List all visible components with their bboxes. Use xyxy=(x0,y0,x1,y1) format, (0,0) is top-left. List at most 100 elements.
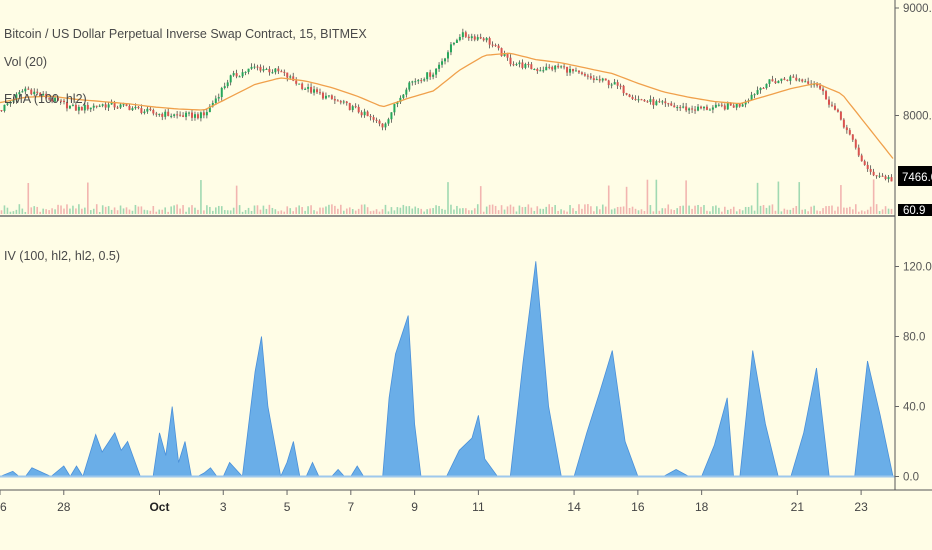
candle-body xyxy=(702,106,705,109)
symbol-title[interactable]: Bitcoin / US Dollar Perpetual Inverse Sw… xyxy=(4,27,367,41)
volume-bar xyxy=(676,208,678,214)
candle-body xyxy=(366,111,369,117)
candle-body xyxy=(185,112,188,117)
volume-bar xyxy=(98,211,101,214)
candle-body xyxy=(80,106,83,111)
candle-body xyxy=(9,101,12,104)
volume-bar xyxy=(134,204,137,214)
volume-bar xyxy=(584,204,586,214)
volume-bar xyxy=(417,208,420,214)
candle-body xyxy=(12,100,15,102)
volume-bar xyxy=(878,211,881,214)
candle-body xyxy=(429,72,432,77)
iv-axis[interactable]: 120.0 80.0 40.0 0.0 xyxy=(895,262,932,484)
candle-body xyxy=(446,52,449,59)
candle-body xyxy=(634,98,637,100)
volume-bar xyxy=(854,204,857,214)
candle-body xyxy=(161,113,164,117)
volume-bar xyxy=(732,206,735,214)
candle-body xyxy=(631,96,634,99)
candle-body xyxy=(298,83,301,85)
candle-body xyxy=(199,112,202,119)
volume-bar xyxy=(426,209,428,214)
volume-bar xyxy=(125,207,128,214)
candle-body xyxy=(476,37,479,40)
volume-bar xyxy=(780,211,783,214)
volume-bar xyxy=(66,204,68,214)
volume-bar xyxy=(140,206,143,214)
volume-bar xyxy=(435,205,437,214)
volume-bar xyxy=(551,206,553,214)
volume-bar xyxy=(194,207,196,214)
volume-bar xyxy=(682,205,684,214)
candle-body xyxy=(679,107,682,109)
candle-body xyxy=(819,85,822,89)
volume-bar xyxy=(182,205,184,214)
volume-bar xyxy=(613,208,616,214)
candle-body xyxy=(122,104,125,106)
volume-bar xyxy=(399,207,402,214)
indicator-iv-label[interactable]: IV (100, hl2, hl2, 0.5) xyxy=(4,249,120,263)
volume-bar xyxy=(197,209,199,214)
candle-body xyxy=(518,62,521,65)
candle-body xyxy=(488,38,491,45)
last-volume-value: 60.9 xyxy=(903,205,925,217)
candle-body xyxy=(643,99,646,102)
volume-bar xyxy=(596,206,598,214)
candle-body xyxy=(494,45,497,47)
volume-bar xyxy=(545,206,548,214)
volume-bar xyxy=(69,208,71,214)
candle-body xyxy=(307,86,310,89)
volume-bar xyxy=(527,204,530,214)
date-tick-label: Oct xyxy=(149,500,169,514)
candle-body xyxy=(592,78,595,81)
candle-body xyxy=(271,72,274,74)
candle-body xyxy=(280,71,283,73)
candle-body xyxy=(62,100,65,103)
volume-bar xyxy=(575,210,577,214)
volume-bar xyxy=(84,207,86,214)
candle-body xyxy=(42,93,45,96)
candle-body xyxy=(48,98,51,100)
candle-body xyxy=(417,80,420,82)
volume-bar xyxy=(128,209,131,214)
candle-body xyxy=(828,99,831,105)
volume-bar xyxy=(429,208,431,214)
candle-body xyxy=(572,68,575,72)
volume-bar xyxy=(289,208,292,214)
candle-body xyxy=(830,104,833,106)
volume-bar xyxy=(313,210,315,214)
volume-bar xyxy=(792,207,795,214)
volume-bar xyxy=(846,207,848,214)
candle-body xyxy=(813,84,816,86)
candle-body xyxy=(527,63,530,65)
volume-bar xyxy=(345,208,348,214)
volume-bar xyxy=(703,205,705,214)
candle-body xyxy=(143,111,146,114)
iv-tick-label: 0.0 xyxy=(903,472,919,484)
candle-body xyxy=(83,104,86,111)
volume-bar xyxy=(866,209,869,214)
volume-bar xyxy=(262,205,265,214)
indicator-ema-label[interactable]: EMA (100, hl2) xyxy=(4,92,87,106)
candle-body xyxy=(414,81,417,83)
candle-body xyxy=(780,78,783,81)
price-axis[interactable]: 9000.0 8000.0 xyxy=(895,3,932,123)
candle-body xyxy=(869,169,872,172)
candle-body xyxy=(217,97,220,99)
volume-bar xyxy=(756,182,759,214)
candle-body xyxy=(682,106,685,108)
volume-bar xyxy=(825,206,827,214)
volume-bar xyxy=(295,207,297,214)
volume-bar xyxy=(459,208,461,214)
volume-bar xyxy=(762,205,765,214)
time-axis[interactable]: 26 28 Oct 3 5 7 9 11 14 16 18 21 23 xyxy=(0,490,868,514)
volume-bar xyxy=(810,206,812,214)
volume-bar xyxy=(375,209,378,214)
ema-line xyxy=(0,52,894,159)
volume-bar xyxy=(57,204,59,214)
volume-bar xyxy=(747,206,750,214)
volume-bar xyxy=(819,211,821,214)
indicator-vol-label[interactable]: Vol (20) xyxy=(4,55,47,69)
volume-bar xyxy=(95,204,98,214)
